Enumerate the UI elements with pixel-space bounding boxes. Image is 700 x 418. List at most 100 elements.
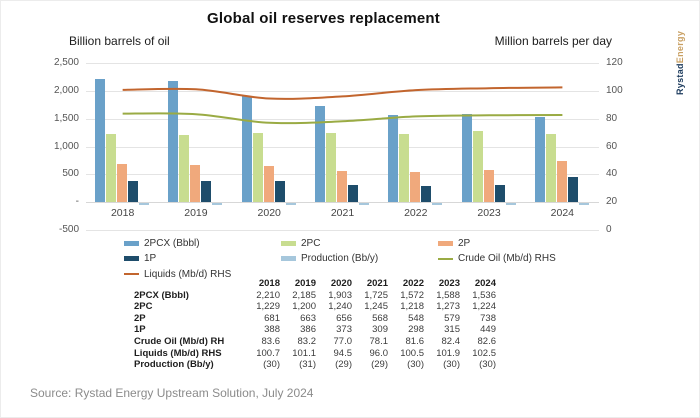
table-cell-value: 78.1 bbox=[369, 335, 389, 347]
x-axis-label: 2022 bbox=[404, 207, 428, 219]
table-year-header: 2023 bbox=[438, 278, 460, 289]
bar-2pcx-bbbl- bbox=[315, 106, 325, 203]
bar-2p bbox=[337, 170, 347, 203]
table-cell-value: 1,588 bbox=[436, 289, 460, 301]
table-year-header: 2022 bbox=[402, 278, 424, 289]
bar-2pcx-bbbl- bbox=[241, 96, 252, 203]
logo-rystad-text: Rystad bbox=[675, 63, 685, 95]
bar-2p bbox=[556, 161, 567, 203]
bar-2pc bbox=[399, 134, 410, 203]
right-axis-tick-label: 20 bbox=[606, 196, 618, 208]
table-year-header: 2020 bbox=[330, 278, 352, 289]
bar-2p bbox=[410, 171, 421, 203]
table-cell-value: 1,903 bbox=[328, 289, 352, 301]
left-axis-tick-label: 1,000 bbox=[53, 140, 79, 152]
bar-production-bb-y- bbox=[432, 203, 443, 205]
table-header-empty bbox=[134, 278, 244, 290]
bar-1p bbox=[201, 180, 212, 203]
table-cell-value: 1,229 bbox=[256, 301, 280, 313]
table-cell-value: 1,536 bbox=[472, 289, 496, 301]
table-cell-value: 83.6 bbox=[261, 335, 281, 347]
table-row-label: Liquids (Mb/d) RHS bbox=[134, 347, 222, 359]
bar-2pc bbox=[545, 134, 556, 203]
left-axis-tick-label: 500 bbox=[62, 168, 79, 180]
x-axis-label: 2021 bbox=[330, 207, 355, 219]
legend-label: 1P bbox=[144, 253, 157, 264]
table-cell-value: 100.5 bbox=[400, 347, 424, 359]
bar-2p bbox=[190, 165, 201, 203]
legend-label: 2PC bbox=[301, 237, 321, 249]
table-cell-value: 1,200 bbox=[292, 301, 316, 313]
right-axis-tick-label: 100 bbox=[606, 84, 623, 96]
logo-energy-text: Energy bbox=[675, 30, 685, 64]
bar-2pcx-bbbl- bbox=[461, 113, 472, 203]
table-cell-value: 2,185 bbox=[292, 289, 316, 301]
bar-2pc bbox=[326, 132, 336, 203]
table-cell-value: 568 bbox=[372, 312, 388, 324]
table-cell-value: 1,572 bbox=[400, 289, 424, 301]
table-cell-value: 77.0 bbox=[333, 335, 353, 347]
bar-1p bbox=[274, 181, 285, 203]
bar-1p bbox=[567, 177, 578, 203]
left-axis-tick-label: 2,500 bbox=[53, 57, 79, 68]
table-cell-value: 81.6 bbox=[405, 335, 425, 347]
table-cell-value: 1,273 bbox=[436, 301, 460, 313]
legend-item-1p: 1P bbox=[124, 253, 156, 265]
bar-1p bbox=[348, 184, 358, 203]
left-axis-title: Billion barrels of oil bbox=[69, 34, 170, 48]
legend-item-liquids-mb-d-rhs: Liquids (Mb/d) RHS bbox=[124, 268, 231, 280]
table-year-header: 2019 bbox=[294, 278, 316, 289]
x-axis-label: 2019 bbox=[184, 207, 208, 219]
table-cell-value: 738 bbox=[480, 312, 496, 324]
left-axis-tick-label: 1,500 bbox=[53, 112, 79, 124]
bar-production-bb-y- bbox=[505, 203, 516, 205]
bar-production-bb-y- bbox=[578, 203, 589, 205]
table-cell-value: 83.2 bbox=[297, 335, 317, 347]
table-row: Liquids (Mb/d) RHS 100.7 101.1 94.5 96.0 100.… bbox=[134, 348, 496, 360]
right-axis-title: Million barrels per day bbox=[494, 34, 612, 48]
left-axis-tick-label: -500 bbox=[58, 224, 79, 235]
bar-2pcx-bbbl- bbox=[168, 80, 179, 203]
table-row: Crude Oil (Mb/d) RH 83.6 83.2 77.0 78.1 81.6 8… bbox=[134, 336, 496, 348]
x-axis-label: 2024 bbox=[550, 207, 575, 219]
right-axis-tick-label: 80 bbox=[606, 112, 618, 124]
table-cell-value: (29) bbox=[335, 359, 352, 371]
table-cell-value: 1,218 bbox=[400, 301, 424, 313]
bar-2p bbox=[263, 165, 274, 203]
legend-bar-swatch bbox=[281, 240, 296, 246]
table-year-header: 2024 bbox=[474, 278, 496, 289]
x-axis-label: 2023 bbox=[477, 207, 501, 219]
table-row-label: 1P bbox=[134, 324, 146, 336]
table-cell-value: 101.9 bbox=[436, 347, 460, 359]
table-year-header: 2021 bbox=[366, 278, 388, 289]
legend-bar-swatch bbox=[438, 240, 453, 246]
gridline bbox=[86, 90, 599, 92]
table-row: 1P 388 386 373 309 298 315 449 bbox=[134, 324, 496, 336]
table-cell-value: 663 bbox=[300, 312, 316, 324]
gridline bbox=[86, 146, 599, 148]
bar-1p bbox=[494, 184, 505, 203]
bar-2pc bbox=[252, 133, 263, 203]
table-header-row: 2018 2019 2020 2021 2022 2023 2024 bbox=[134, 278, 496, 290]
bar-2pcx-bbbl- bbox=[95, 79, 106, 203]
right-axis-tick-label: 60 bbox=[606, 140, 618, 152]
table-row: 2PC 1,229 1,200 1,240 1,245 1,218 1,273 1,224 bbox=[134, 301, 496, 313]
table-cell-value: 309 bbox=[372, 324, 388, 336]
table-cell-value: 1,224 bbox=[472, 301, 496, 313]
bar-1p bbox=[421, 185, 432, 203]
legend-label: Crude Oil (Mb/d) RHS bbox=[458, 253, 556, 264]
right-axis-tick-label: 120 bbox=[606, 57, 623, 68]
bar-2pc bbox=[179, 135, 190, 203]
bar-2p bbox=[483, 169, 494, 203]
table-cell-value: 298 bbox=[408, 324, 424, 336]
legend-bar-swatch bbox=[124, 240, 139, 246]
bar-2p bbox=[117, 164, 128, 203]
legend-label: 2PCX (Bbbl) bbox=[144, 237, 200, 249]
line-crude-oil-mb-d-rhs bbox=[122, 112, 563, 125]
left-axis-tick-label: 2,000 bbox=[53, 84, 79, 96]
source-note: Source: Rystad Energy Upstream Solution,… bbox=[30, 386, 314, 400]
table-cell-value: 1,245 bbox=[364, 301, 388, 313]
table-cell-value: 548 bbox=[408, 312, 424, 324]
table-cell-value: 94.5 bbox=[333, 347, 353, 359]
table-row-label: Production (Bb/y) bbox=[134, 359, 214, 371]
